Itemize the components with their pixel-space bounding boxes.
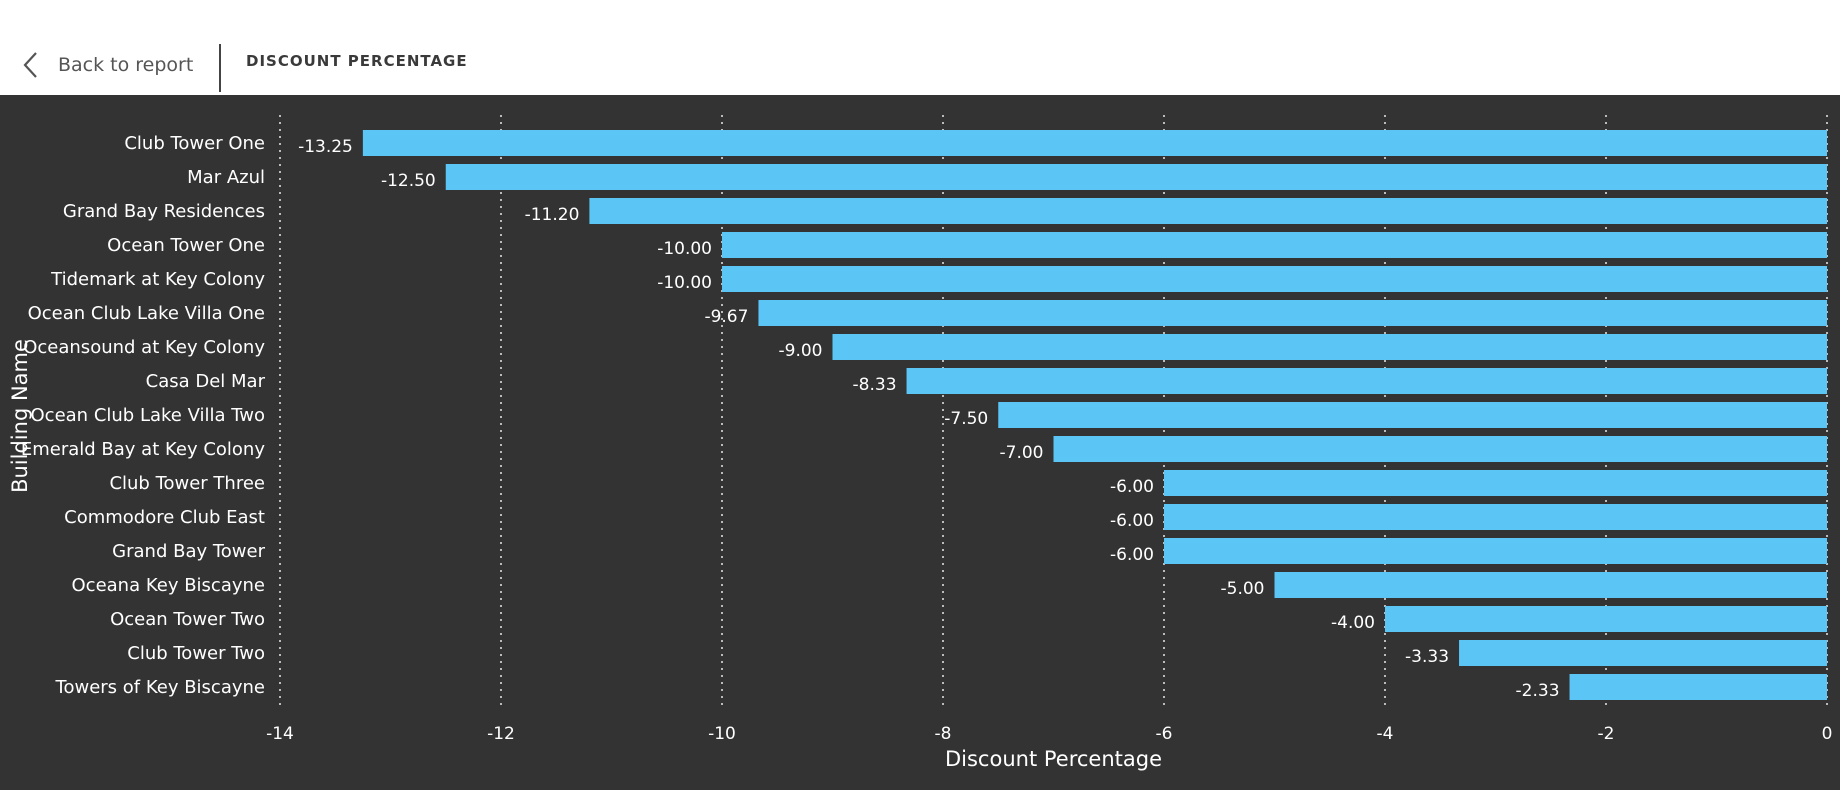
x-tick-label: -14: [266, 724, 294, 744]
bar: [445, 164, 1827, 190]
data-label: -3.33: [1405, 647, 1449, 667]
category-label: Oceansound at Key Colony: [23, 337, 265, 358]
category-label: Club Tower Three: [109, 473, 265, 494]
category-label: Ocean Tower One: [107, 235, 265, 256]
chevron-left-icon: [22, 51, 38, 79]
category-label: Ocean Club Lake Villa One: [28, 303, 265, 324]
data-label: -6.00: [1110, 545, 1154, 565]
bar: [1053, 436, 1827, 462]
bar: [1164, 504, 1827, 530]
data-label: -9.67: [704, 307, 748, 327]
bar-chart: -14 -12 -10 -8 -6 -4 -2 0 Club Tower One -13.25 Ma…: [8, 115, 1833, 771]
category-label: Casa Del Mar: [146, 371, 266, 392]
data-label: -6.00: [1110, 477, 1154, 497]
data-label: -13.25: [298, 137, 353, 157]
x-tick-label: -12: [487, 724, 515, 744]
data-label: -12.50: [381, 171, 436, 191]
page-title: DISCOUNT PERCENTAGE: [246, 52, 468, 70]
data-label: -7.00: [1000, 443, 1044, 463]
header-bar: Back to report DISCOUNT PERCENTAGE: [0, 0, 1840, 95]
data-label: -11.20: [525, 205, 580, 225]
data-label: -9.00: [779, 341, 823, 361]
x-tick-label: -4: [1377, 724, 1394, 744]
data-label: -8.33: [853, 375, 897, 395]
category-label: Emerald Bay at Key Colony: [21, 439, 265, 460]
chart-area: -14 -12 -10 -8 -6 -4 -2 0 Club Tower One -13.25 Ma…: [0, 95, 1840, 790]
data-label: -10.00: [657, 239, 712, 259]
x-tick-label: 0: [1822, 724, 1833, 744]
bar: [1459, 640, 1827, 666]
category-label: Ocean Club Lake Villa Two: [31, 405, 265, 426]
category-label: Commodore Club East: [64, 507, 265, 528]
category-label: Ocean Tower Two: [110, 609, 265, 630]
category-label: Club Tower Two: [127, 643, 265, 664]
x-tick-label: -10: [708, 724, 736, 744]
bar: [722, 232, 1827, 258]
bar: [1164, 538, 1827, 564]
x-axis-title: Discount Percentage: [945, 747, 1162, 771]
bar: [1274, 572, 1827, 598]
bar: [1164, 470, 1827, 496]
bar: [832, 334, 1827, 360]
x-tick-label: -2: [1598, 724, 1615, 744]
category-label: Towers of Key Biscayne: [55, 677, 265, 698]
category-label: Oceana Key Biscayne: [72, 575, 265, 596]
back-to-report-button[interactable]: Back to report: [22, 45, 193, 85]
bar: [589, 198, 1827, 224]
x-tick-label: -8: [935, 724, 952, 744]
data-label: -7.50: [944, 409, 988, 429]
header-divider: [219, 44, 221, 92]
bar: [1385, 606, 1827, 632]
bar: [906, 368, 1827, 394]
bar: [758, 300, 1827, 326]
data-label: -5.00: [1221, 579, 1265, 599]
data-label: -4.00: [1331, 613, 1375, 633]
bar: [722, 266, 1827, 292]
category-label: Mar Azul: [187, 167, 265, 188]
category-label: Grand Bay Tower: [112, 541, 265, 562]
data-label: -2.33: [1516, 681, 1560, 701]
x-tick-label: -6: [1156, 724, 1173, 744]
bar: [998, 402, 1827, 428]
bar: [1569, 674, 1827, 700]
category-label: Grand Bay Residences: [63, 201, 265, 222]
y-axis-title: Building Name: [8, 339, 32, 493]
bar: [362, 130, 1827, 156]
category-label: Club Tower One: [124, 133, 265, 154]
data-label: -6.00: [1110, 511, 1154, 531]
category-label: Tidemark at Key Colony: [50, 269, 265, 290]
back-label: Back to report: [58, 54, 194, 76]
data-label: -10.00: [657, 273, 712, 293]
